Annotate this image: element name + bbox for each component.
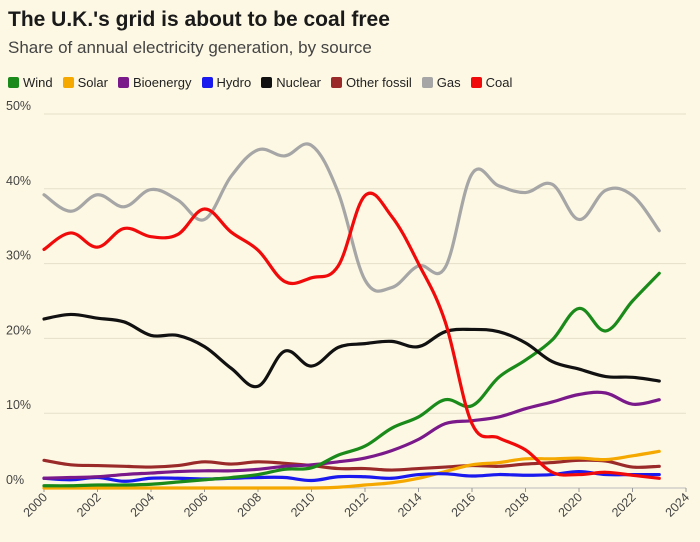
x-tick-label: 2016 bbox=[449, 490, 479, 520]
x-tick-label: 2000 bbox=[21, 490, 51, 520]
legend-swatch bbox=[261, 77, 273, 88]
legend-label: Other fossil bbox=[346, 75, 412, 90]
x-tick-label: 2006 bbox=[181, 490, 211, 520]
legend-item-other-fossil: Other fossil bbox=[331, 75, 412, 90]
x-tick-label: 2002 bbox=[74, 490, 104, 520]
chart-title: The U.K.'s grid is about to be coal free bbox=[8, 8, 390, 31]
legend-item-bioenergy: Bioenergy bbox=[117, 75, 192, 90]
y-tick-label: 30% bbox=[6, 249, 31, 263]
legend-label: Gas bbox=[436, 75, 461, 90]
legend-swatch bbox=[8, 77, 19, 88]
series-line-bioenergy bbox=[42, 390, 661, 480]
legend-swatch bbox=[470, 77, 482, 88]
legend-label: Coal bbox=[485, 75, 513, 90]
x-tick-label: 2010 bbox=[288, 490, 318, 520]
chart-legend: Wind Solar Bioenergy Hydro Nuclear Other foss… bbox=[8, 75, 512, 90]
legend-item-wind: Wind bbox=[8, 75, 53, 90]
y-tick-label: 20% bbox=[6, 323, 31, 337]
legend-label: Wind bbox=[23, 75, 53, 90]
x-tick-label: 2024 bbox=[663, 490, 693, 520]
series-line-nuclear bbox=[42, 312, 661, 389]
legend-label: Bioenergy bbox=[132, 75, 192, 90]
legend-swatch bbox=[117, 77, 129, 88]
series-line-coal bbox=[42, 191, 661, 480]
x-tick-label: 2014 bbox=[395, 490, 425, 520]
legend-label: Nuclear bbox=[276, 75, 322, 90]
series-line-wind bbox=[42, 271, 661, 488]
x-tick-label: 2008 bbox=[235, 490, 265, 520]
series-line-solar bbox=[42, 449, 661, 490]
x-tick-label: 2012 bbox=[342, 490, 372, 520]
legend-item-solar: Solar bbox=[62, 75, 108, 90]
legend-label: Solar bbox=[77, 75, 108, 90]
series-line-other-fossil bbox=[42, 458, 661, 472]
x-tick-label: 2022 bbox=[609, 490, 639, 520]
legend-item-coal: Coal bbox=[470, 75, 513, 90]
legend-swatch bbox=[201, 77, 213, 88]
legend-label: Hydro bbox=[216, 75, 252, 90]
x-tick-label: 2004 bbox=[128, 490, 158, 520]
legend-item-hydro: Hydro bbox=[201, 75, 252, 90]
y-tick-label: 50% bbox=[6, 99, 31, 113]
x-tick-label: 2018 bbox=[502, 490, 532, 520]
chart-subtitle: Share of annual electricity generation, … bbox=[8, 38, 372, 57]
legend-swatch bbox=[62, 77, 74, 88]
x-tick-label: 2020 bbox=[556, 490, 586, 520]
legend-item-gas: Gas bbox=[421, 75, 461, 90]
legend-swatch bbox=[421, 77, 433, 88]
legend-swatch bbox=[331, 77, 343, 88]
y-tick-label: 10% bbox=[6, 398, 31, 412]
y-tick-label: 0% bbox=[6, 473, 24, 487]
legend-item-nuclear: Nuclear bbox=[261, 75, 321, 90]
series-line-gas bbox=[42, 142, 661, 293]
y-tick-label: 40% bbox=[6, 174, 31, 188]
